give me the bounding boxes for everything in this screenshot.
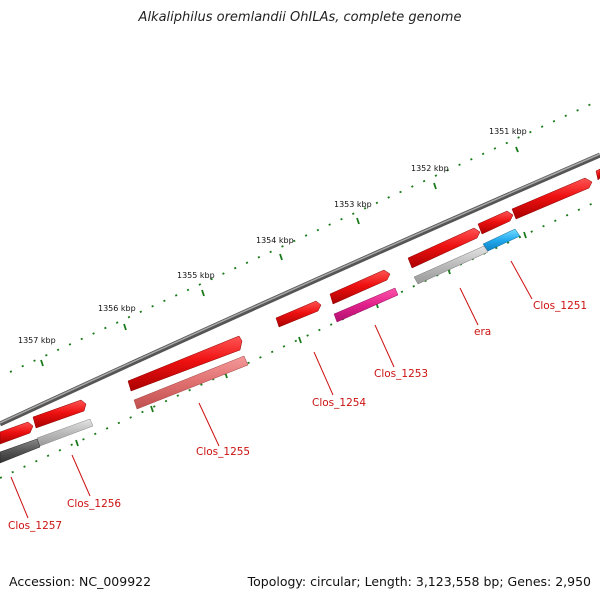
gene-label-clos-1257[interactable]: Clos_1257 — [8, 520, 62, 532]
outer-major-ticks — [40, 146, 519, 367]
gene-block-1253[interactable] — [333, 287, 399, 323]
genome-title: Alkaliphilus oremlandii OhILAs, complete… — [138, 10, 462, 25]
kbp-label-1356: 1356 kbp — [98, 304, 136, 313]
forward-genes — [0, 168, 600, 445]
gene-arrow-era-fwd[interactable] — [407, 227, 481, 269]
kbp-label-1355: 1355 kbp — [177, 271, 215, 280]
kbp-label-1351: 1351 kbp — [489, 127, 527, 136]
colored-genes — [0, 228, 521, 464]
kbp-label-1353: 1353 kbp — [334, 200, 372, 209]
accession-label: Accession: NC_009922 — [9, 574, 152, 589]
gene-label-clos-1251[interactable]: Clos_1251 — [533, 300, 587, 312]
inner-major-ticks — [75, 231, 527, 447]
kbp-label-1354: 1354 kbp — [256, 236, 294, 245]
gene-label-clos-1254[interactable]: Clos_1254 — [312, 397, 366, 409]
gene-label-clos-1256[interactable]: Clos_1256 — [67, 498, 121, 510]
gene-arrow-1255-fwd[interactable] — [127, 335, 243, 392]
gene-arrow-1257-fwd[interactable] — [0, 421, 34, 445]
gene-block-1255[interactable] — [133, 355, 249, 410]
tick-1351 — [515, 146, 519, 153]
tick-1353 — [356, 217, 360, 225]
gene-arrow-1250[interactable] — [595, 168, 600, 181]
gene-arrow-1253-fwd[interactable] — [329, 269, 391, 305]
label-leaders — [10, 260, 533, 519]
gene-label-clos-1255[interactable]: Clos_1255 — [196, 446, 250, 458]
tick-1354 — [279, 253, 283, 261]
gene-arrow-1251b[interactable] — [477, 210, 514, 235]
tick-1352 — [433, 182, 437, 190]
gene-arrow-1251a[interactable] — [511, 177, 593, 220]
gene-label-clos-1253[interactable]: Clos_1253 — [374, 368, 428, 380]
tick-1357 — [40, 359, 44, 367]
gene-label-era[interactable]: era — [474, 326, 491, 338]
tick-1356 — [123, 323, 127, 331]
gene-block-era[interactable] — [413, 245, 489, 285]
kbp-label-1352: 1352 kbp — [411, 164, 449, 173]
gene-block-1257[interactable] — [0, 438, 41, 464]
gene-block-1256[interactable] — [36, 418, 94, 447]
genome-backbone — [0, 152, 600, 427]
tick-1355 — [201, 289, 205, 297]
genome-summary: Topology: circular; Length: 3,123,558 bp… — [247, 574, 591, 589]
kbp-label-1357: 1357 kbp — [18, 336, 56, 345]
gene-arrow-1256-fwd[interactable] — [32, 399, 87, 429]
gene-arrow-1254[interactable] — [275, 300, 322, 328]
gene-block-cyan[interactable] — [482, 228, 521, 252]
